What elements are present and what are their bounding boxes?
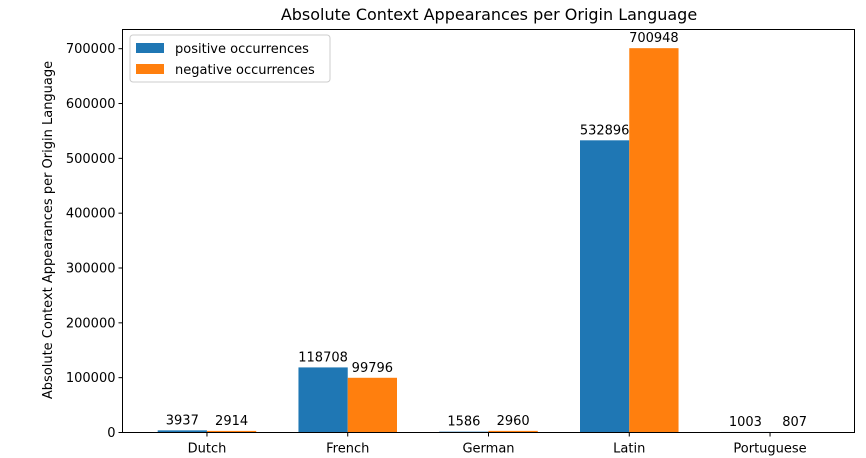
- legend-label: negative occurrences: [175, 63, 315, 78]
- chart-title: Absolute Context Appearances per Origin …: [281, 5, 697, 24]
- y-axis-label: Absolute Context Appearances per Origin …: [41, 61, 56, 399]
- x-tick-label: Latin: [613, 442, 645, 457]
- data-label: 118708: [298, 350, 348, 365]
- bar-negative-occurrences-french: [347, 377, 397, 433]
- y-tick-label: 300000: [66, 262, 116, 277]
- bars-group: [157, 48, 820, 433]
- bar-negative-occurrences-latin: [629, 48, 679, 433]
- bar-negative-occurrences-german: [488, 430, 538, 433]
- legend-box: [129, 34, 331, 83]
- y-tick-label: 100000: [66, 371, 116, 386]
- data-label: 700948: [629, 31, 679, 46]
- plot-frame: [122, 29, 855, 433]
- data-labels-group: 3937 118708 1586 532896 1003 2914 99796 2960 700…: [166, 31, 807, 430]
- legend-label: positive occurrences: [175, 42, 309, 57]
- data-label: 2914: [215, 414, 248, 429]
- y-tick-label: 500000: [66, 152, 116, 167]
- bar-positive-occurrences-latin: [580, 140, 630, 433]
- data-label: 1003: [729, 415, 762, 430]
- data-label: 2960: [497, 414, 530, 429]
- y-axis: 0 100000 200000 300000 400000 500000 600000 700…: [66, 42, 123, 441]
- y-tick-label: 700000: [66, 42, 116, 57]
- data-label: 3937: [166, 413, 199, 428]
- legend-swatch: [136, 64, 164, 74]
- bar-negative-occurrences-dutch: [206, 430, 257, 433]
- x-tick-label: Dutch: [188, 442, 227, 457]
- data-label: 1586: [447, 415, 480, 430]
- bar-positive-occurrences-dutch: [157, 430, 207, 433]
- legend: positive occurrences negative occurrences: [129, 34, 331, 83]
- bar-positive-occurrences-french: [298, 367, 348, 433]
- x-tick-label: German: [462, 442, 514, 457]
- x-axis: Dutch French German Latin Portuguese: [188, 432, 807, 457]
- y-tick-label: 200000: [66, 316, 116, 331]
- data-label: 532896: [580, 123, 630, 138]
- y-tick-label: 0: [107, 426, 115, 441]
- legend-swatch: [136, 43, 164, 53]
- y-tick-label: 400000: [66, 207, 116, 222]
- data-label: 807: [782, 415, 807, 430]
- x-tick-label: French: [326, 442, 369, 457]
- y-tick-label: 600000: [66, 97, 116, 112]
- x-tick-label: Portuguese: [733, 442, 806, 457]
- data-label: 99796: [352, 361, 393, 376]
